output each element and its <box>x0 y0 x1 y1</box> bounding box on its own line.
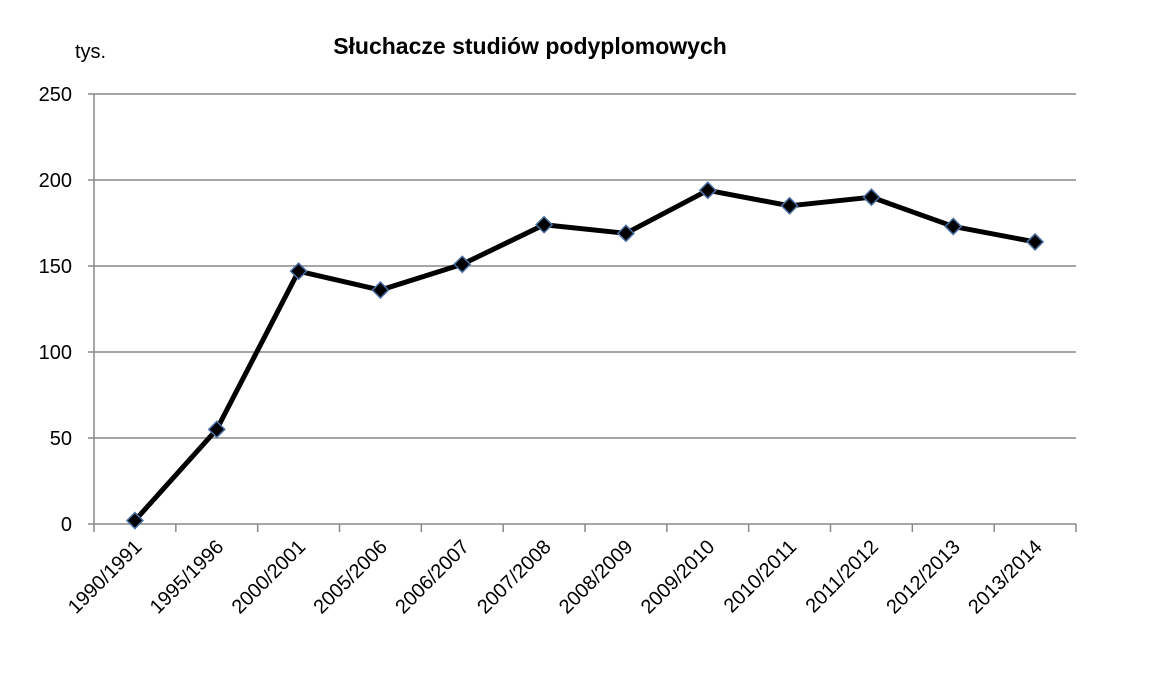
point-marker <box>207 420 226 439</box>
point-marker <box>862 188 881 207</box>
x-tick-label: 2010/2011 <box>720 536 801 617</box>
x-tick-label: 2012/2013 <box>882 536 964 618</box>
y-tick-label: 0 <box>61 514 72 536</box>
x-tick-label: 1995/1996 <box>146 536 228 618</box>
y-tick-label: 50 <box>50 428 72 450</box>
x-tick-label: 2005/2006 <box>310 536 392 618</box>
y-tick-label: 200 <box>39 170 72 192</box>
x-tick-label: 2006/2007 <box>391 536 473 618</box>
point-marker <box>1026 232 1045 251</box>
point-marker <box>616 224 635 243</box>
y-tick-label: 250 <box>39 84 72 106</box>
y-tick-label: 100 <box>39 342 72 364</box>
y-unit-label: tys. <box>75 41 106 63</box>
point-marker <box>698 181 717 200</box>
x-tick-label: 1990/1991 <box>64 536 146 618</box>
point-marker <box>780 196 799 215</box>
x-tick-label: 2011/2012 <box>802 536 883 617</box>
point-marker <box>535 215 554 234</box>
x-tick-label: 2013/2014 <box>964 536 1046 618</box>
x-tick-label: 2008/2009 <box>555 536 637 618</box>
point-marker <box>289 262 308 281</box>
point-marker <box>125 511 144 530</box>
x-tick-label: 2007/2008 <box>473 536 555 618</box>
point-marker <box>944 217 963 236</box>
line-series <box>133 187 1036 523</box>
chart-title: Słuchacze studiów podyplomowych <box>333 33 727 59</box>
x-tick-label: 2009/2010 <box>637 536 719 618</box>
x-tick-label: 2000/2001 <box>228 536 310 618</box>
point-marker <box>453 255 472 274</box>
point-marker <box>371 281 390 300</box>
y-tick-label: 150 <box>39 256 72 278</box>
